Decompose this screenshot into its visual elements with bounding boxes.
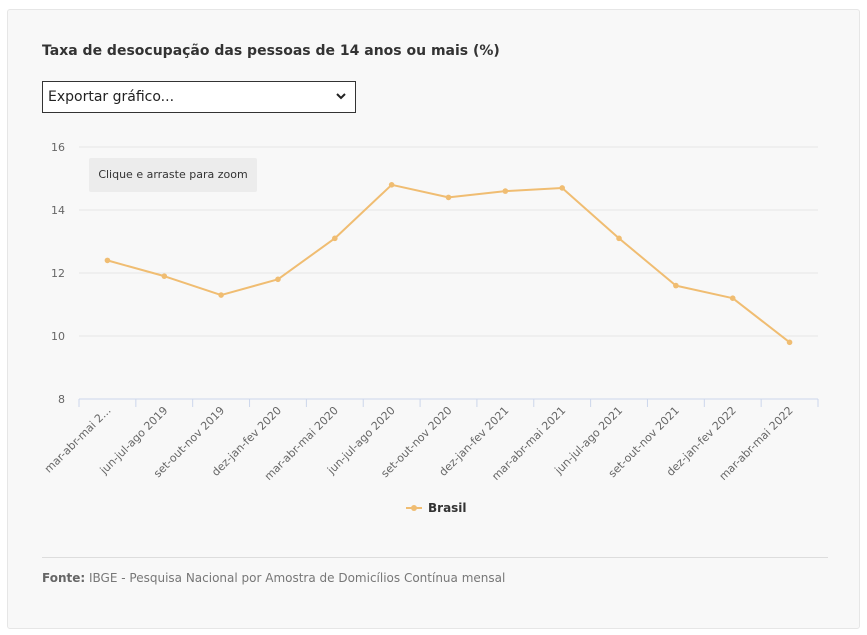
data-point: [161, 273, 168, 279]
legend-label: Brasil: [428, 501, 467, 515]
data-point: [445, 194, 452, 201]
chart-title: Taxa de desocupação das pessoas de 14 an…: [42, 43, 500, 59]
data-point: [559, 185, 565, 191]
y-tick-label: 12: [51, 267, 65, 280]
source-text: IBGE - Pesquisa Nacional por Amostra de …: [89, 571, 506, 585]
chevron-down-icon: [335, 82, 347, 124]
legend-marker: [411, 505, 417, 511]
divider: [42, 557, 828, 558]
data-point: [388, 182, 395, 188]
data-point: [729, 295, 736, 302]
data-point: [616, 235, 622, 242]
y-tick-label: 16: [51, 141, 65, 154]
data-point: [673, 282, 679, 289]
data-point: [275, 276, 281, 283]
data-point: [502, 188, 509, 194]
y-tick-label: 8: [58, 393, 65, 406]
source-label: Fonte:: [42, 571, 86, 585]
data-point: [218, 292, 224, 298]
data-point: [786, 339, 793, 346]
series-line: [107, 183, 791, 344]
y-tick-label: 14: [51, 204, 65, 217]
export-chart-select[interactable]: Exportar gráfico...: [42, 81, 356, 113]
data-point: [332, 235, 338, 242]
zoom-hint: Clique e arraste para zoom: [89, 158, 257, 192]
source-note: Fonte: IBGE - Pesquisa Nacional por Amos…: [42, 571, 505, 585]
data-point: [104, 257, 111, 264]
y-tick-label: 10: [51, 330, 65, 343]
export-select-label: Exportar gráfico...: [48, 89, 175, 105]
